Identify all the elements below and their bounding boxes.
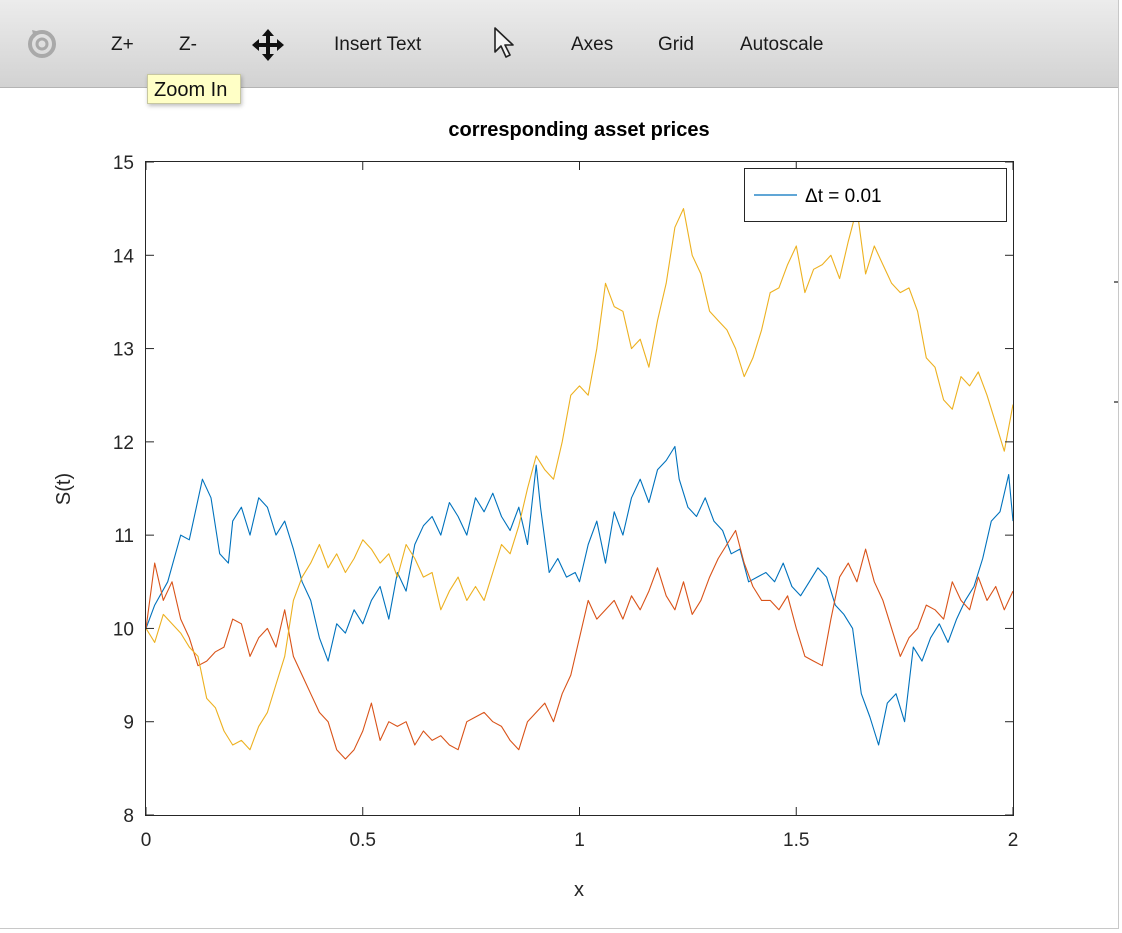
pan-icon[interactable] — [251, 28, 285, 67]
edge-marker — [1114, 281, 1118, 283]
zoom-in-tooltip: Zoom In — [147, 74, 241, 104]
insert-text-button[interactable]: Insert Text — [334, 34, 422, 55]
x-tick-label: 1 — [574, 830, 585, 851]
axes-box — [145, 161, 1014, 816]
x-tick-label: 0.5 — [350, 830, 376, 851]
x-tick-label: 2 — [1008, 830, 1019, 851]
chart-title: corresponding asset prices — [448, 119, 709, 141]
x-tick-label: 1.5 — [783, 830, 809, 851]
y-tick-label: 13 — [113, 340, 134, 361]
autoscale-button[interactable]: Autoscale — [740, 34, 824, 55]
rotate-icon[interactable] — [26, 26, 58, 65]
line-chart[interactable]: corresponding asset prices 0 0.5 1 1.5 2 8 9 10… — [0, 88, 1118, 928]
zoom-in-button[interactable]: Z+ — [111, 34, 134, 55]
axes-button[interactable]: Axes — [571, 34, 614, 55]
y-tick-label: 14 — [113, 246, 135, 267]
y-tick-label: 9 — [123, 713, 134, 734]
select-pointer-icon[interactable] — [492, 26, 516, 65]
series-line-1 — [145, 445, 1014, 746]
axis-ticks: 0 0.5 1 1.5 2 8 9 10 11 12 13 14 15 — [113, 153, 1018, 851]
legend[interactable]: Δt = 0.01 — [744, 168, 1007, 222]
y-tick-label: 8 — [123, 806, 134, 827]
edge-marker — [1114, 401, 1118, 403]
series-lines — [145, 208, 1014, 760]
grid-button[interactable]: Grid — [658, 34, 694, 55]
series-line-3 — [145, 208, 1014, 751]
plot-area: corresponding asset prices 0 0.5 1 1.5 2 8 9 10… — [0, 88, 1118, 928]
figure-toolbar: Z+ Z- Insert Text Axes Grid Autoscale — [0, 0, 1118, 88]
zoom-out-button[interactable]: Z- — [179, 34, 197, 55]
y-axis-label: S(t) — [53, 473, 75, 505]
y-tick-label: 11 — [114, 526, 134, 547]
y-tick-label: 15 — [113, 153, 134, 174]
y-tick-label: 12 — [113, 433, 134, 454]
series-line-2 — [145, 529, 1014, 760]
y-tick-label: 10 — [113, 619, 134, 640]
x-axis-label: x — [574, 879, 584, 901]
legend-entry: Δt = 0.01 — [805, 186, 882, 207]
x-tick-label: 0 — [141, 830, 152, 851]
